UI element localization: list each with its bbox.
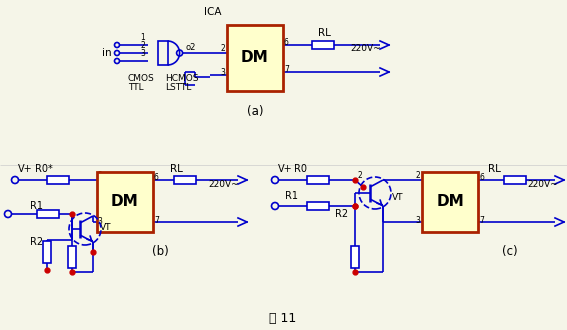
Text: 7: 7 xyxy=(154,216,159,225)
Text: (c): (c) xyxy=(502,246,518,258)
Text: 7: 7 xyxy=(479,216,484,225)
Text: DM: DM xyxy=(241,50,269,65)
Text: 图 11: 图 11 xyxy=(269,312,297,324)
Text: 3: 3 xyxy=(220,68,225,77)
Text: CMOS: CMOS xyxy=(128,74,155,83)
Text: VT: VT xyxy=(100,223,112,232)
Text: in: in xyxy=(103,48,112,58)
Bar xyxy=(0,0,567,165)
Text: 2: 2 xyxy=(220,44,225,53)
Text: DM: DM xyxy=(111,194,139,210)
Text: 2: 2 xyxy=(415,171,420,180)
Text: 1: 1 xyxy=(141,33,145,42)
Text: 6: 6 xyxy=(479,173,484,182)
Text: V+: V+ xyxy=(18,164,33,174)
Bar xyxy=(422,172,478,232)
Bar xyxy=(158,41,168,65)
Text: TTL: TTL xyxy=(128,83,143,92)
Text: 3: 3 xyxy=(97,217,102,226)
Bar xyxy=(68,246,76,268)
Text: HCMOS: HCMOS xyxy=(165,74,198,83)
Bar xyxy=(97,172,153,232)
Text: 220V~: 220V~ xyxy=(527,180,557,189)
Text: (a): (a) xyxy=(247,106,263,118)
Text: R1: R1 xyxy=(30,201,43,211)
Text: (b): (b) xyxy=(151,246,168,258)
Text: 3: 3 xyxy=(415,216,420,225)
Text: 6: 6 xyxy=(154,173,159,182)
Text: RL: RL xyxy=(170,164,183,174)
Text: RL: RL xyxy=(488,164,501,174)
Text: 2: 2 xyxy=(141,41,145,50)
Bar xyxy=(307,176,329,184)
Text: R2: R2 xyxy=(335,209,348,219)
Text: V+: V+ xyxy=(278,164,293,174)
Text: R0: R0 xyxy=(294,164,307,174)
Bar xyxy=(37,210,59,218)
Bar xyxy=(307,202,329,210)
Text: 220V~: 220V~ xyxy=(208,180,239,189)
Text: ICA: ICA xyxy=(204,7,222,17)
Text: DM: DM xyxy=(436,194,464,210)
Bar xyxy=(227,25,283,91)
Text: 3: 3 xyxy=(141,49,146,58)
Bar xyxy=(351,246,359,268)
Text: RL: RL xyxy=(318,28,331,38)
Text: 7: 7 xyxy=(284,65,289,74)
Bar xyxy=(47,176,69,184)
Text: 2: 2 xyxy=(357,171,362,180)
Text: R0*: R0* xyxy=(35,164,53,174)
Text: 2: 2 xyxy=(97,171,101,180)
Bar xyxy=(504,176,526,184)
Text: LSTTL: LSTTL xyxy=(165,83,192,92)
Bar xyxy=(43,241,51,263)
Text: o2: o2 xyxy=(185,43,196,52)
Text: R1: R1 xyxy=(285,191,298,201)
Bar xyxy=(312,41,334,49)
Text: 220V~: 220V~ xyxy=(350,44,380,53)
Text: VT: VT xyxy=(392,193,404,202)
Bar xyxy=(174,176,196,184)
Text: 6: 6 xyxy=(284,38,289,47)
Text: R2: R2 xyxy=(30,237,43,247)
